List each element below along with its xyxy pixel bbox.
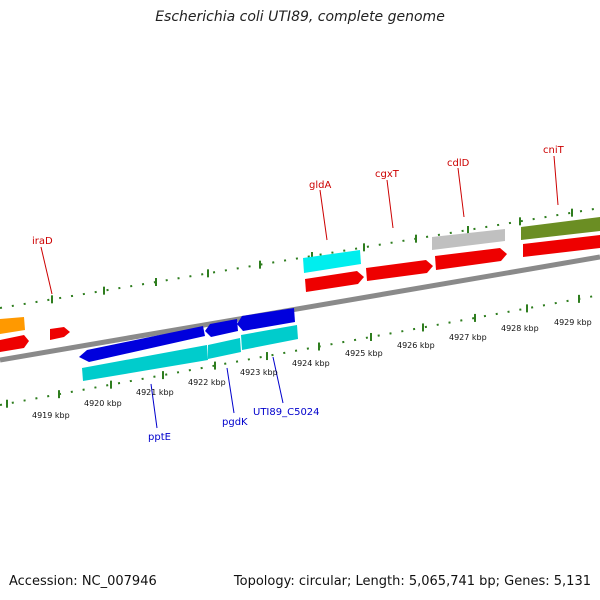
tick-label: 4925 kbp — [345, 349, 383, 358]
gene-cdlD[interactable] — [435, 248, 507, 270]
gene-cniT-olive[interactable] — [521, 217, 600, 240]
tick-label: 4924 kbp — [292, 359, 330, 368]
gene-blue-right[interactable] — [237, 308, 295, 331]
coordinate-labels: 4919 kbp 4920 kbp 4921 kbp 4922 kbp 4923… — [32, 318, 592, 420]
genome-backbone — [0, 254, 600, 363]
label-cniT[interactable]: cniT — [543, 145, 565, 156]
major-ticks — [6, 208, 580, 408]
tick-label: 4922 kbp — [188, 378, 226, 387]
tick-label: 4921 kbp — [136, 388, 174, 397]
label-iraD[interactable]: iraD — [32, 236, 53, 247]
gene-gldA[interactable] — [305, 271, 364, 292]
gene-red-left[interactable] — [0, 335, 29, 352]
gene-cyan-c5024[interactable] — [241, 325, 298, 350]
label-UTI89_C5024[interactable]: UTI89_C5024 — [253, 407, 320, 418]
label-connectors — [40, 155, 559, 429]
gene-grey[interactable] — [432, 229, 505, 250]
tick-label: 4920 kbp — [84, 399, 122, 408]
forward-genes — [0, 217, 600, 352]
gene-blue-mid[interactable] — [205, 319, 238, 337]
tick-label: 4923 kbp — [240, 368, 278, 377]
label-cgxT[interactable]: cgxT — [375, 169, 400, 180]
label-cdlD[interactable]: cdlD — [447, 158, 470, 169]
label-pptE[interactable]: pptE — [148, 432, 171, 443]
gene-blue-large[interactable] — [79, 326, 205, 362]
gene-orange[interactable] — [0, 317, 25, 334]
forward-gene-labels: iraD gldA cgxT cdlD cniT — [32, 145, 565, 247]
gene-cyan-pptE[interactable] — [82, 345, 208, 381]
gene-red-right[interactable] — [523, 235, 600, 257]
tick-label: 4919 kbp — [32, 411, 70, 420]
reverse-genes — [79, 308, 298, 381]
tick-label: 4927 kbp — [449, 333, 487, 342]
gene-cgxT[interactable] — [366, 260, 433, 281]
tick-label: 4928 kbp — [501, 324, 539, 333]
tick-label: 4929 kbp — [554, 318, 592, 327]
label-gldA[interactable]: gldA — [309, 180, 331, 191]
map-title: Escherichia coli UTI89, complete genome — [155, 9, 445, 25]
gene-cyan-pgdK[interactable] — [208, 338, 241, 359]
upper-tick-rail — [0, 207, 600, 309]
gene-irad[interactable] — [50, 327, 70, 340]
accession-text: Accession: NC_007946 — [9, 574, 157, 589]
genome-summary: Topology: circular; Length: 5,065,741 bp… — [233, 574, 591, 589]
tick-label: 4926 kbp — [397, 341, 435, 350]
label-pgdK[interactable]: pgdK — [222, 417, 248, 428]
reverse-gene-labels: pptE pgdK UTI89_C5024 — [148, 407, 320, 443]
gene-cyan-upper[interactable] — [303, 250, 361, 273]
